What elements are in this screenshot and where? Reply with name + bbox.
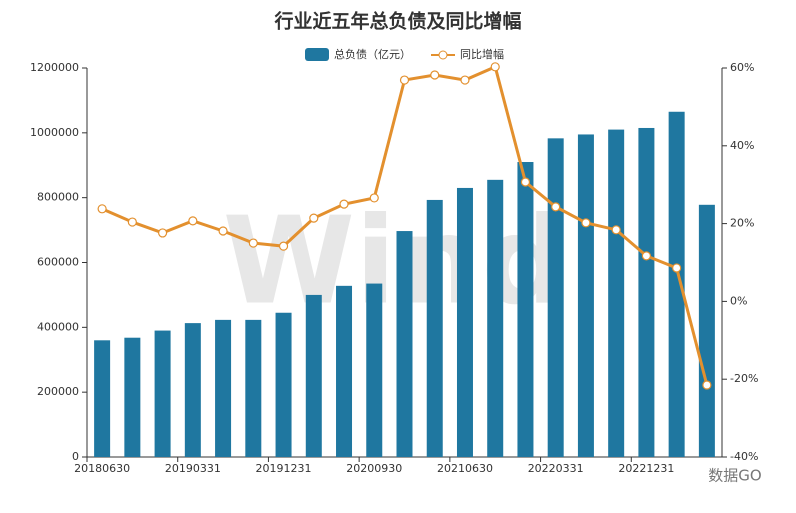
bar: [215, 319, 232, 457]
point: [157, 228, 168, 238]
legend-swatch: [438, 50, 448, 60]
y2-tick-label: -40%: [730, 450, 758, 463]
y-tick-label: 600000: [37, 256, 79, 269]
chart-title: 行业近五年总负债及同比增幅: [273, 10, 521, 33]
bar: [336, 285, 353, 457]
bar: [638, 127, 655, 458]
point: [520, 177, 531, 187]
x-tick-label: 20210630: [437, 462, 493, 475]
bar: [366, 283, 383, 457]
x-tick-label: 20190331: [165, 462, 221, 475]
y2-tick-label: 20%: [730, 217, 754, 230]
point: [460, 75, 470, 85]
y-tick-label: 1200000: [30, 61, 79, 74]
bar: [275, 312, 292, 457]
y-tick-label: 800000: [37, 191, 79, 204]
bar: [124, 337, 141, 457]
point: [127, 217, 137, 227]
y2-tick-label: 0%: [730, 294, 747, 307]
y-tick-label: 0: [72, 450, 79, 463]
x-tick-label: 20180630: [74, 462, 130, 475]
bar: [184, 323, 201, 457]
point: [702, 380, 712, 390]
bar: [698, 204, 715, 457]
point: [641, 251, 652, 261]
point: [339, 199, 349, 209]
point: [551, 202, 561, 212]
bar: [426, 199, 443, 457]
legend-swatch: [305, 48, 329, 61]
bar: [668, 111, 685, 457]
point: [309, 213, 319, 223]
y-tick-label: 1000000: [30, 126, 79, 139]
bar: [547, 138, 564, 457]
y2-tick-label: 60%: [730, 61, 754, 74]
legend-label: 同比增幅: [460, 47, 504, 61]
watermark: Wind: [223, 193, 568, 332]
bar: [577, 134, 594, 457]
point: [581, 218, 591, 228]
point: [430, 70, 440, 80]
point: [188, 216, 198, 226]
bar: [245, 319, 262, 457]
point: [399, 75, 410, 85]
x-tick-label: 20191231: [256, 462, 312, 475]
point: [369, 193, 379, 203]
bar: [517, 162, 534, 457]
y-tick-label: 400000: [37, 320, 79, 333]
bar: [608, 129, 625, 457]
bar: [456, 187, 473, 458]
point: [218, 226, 228, 236]
x-tick-label: 20220331: [528, 462, 584, 475]
bar: [487, 179, 504, 457]
y2-tick-label: -20%: [730, 372, 758, 385]
point: [278, 241, 289, 251]
bar: [305, 294, 322, 457]
point: [97, 204, 107, 214]
bar: [154, 330, 171, 457]
y-tick-label: 200000: [37, 385, 79, 398]
point: [672, 263, 682, 273]
credit: 数据GO: [708, 467, 761, 485]
y2-tick-label: 40%: [730, 139, 754, 152]
point: [490, 62, 500, 72]
x-tick-label: 20200930: [346, 462, 402, 475]
bar: [396, 231, 413, 457]
point: [248, 238, 258, 248]
point: [611, 225, 621, 235]
legend-label: 总负债（亿元）: [334, 47, 411, 61]
bar: [94, 340, 111, 457]
x-tick-label: 20221231: [618, 462, 674, 475]
